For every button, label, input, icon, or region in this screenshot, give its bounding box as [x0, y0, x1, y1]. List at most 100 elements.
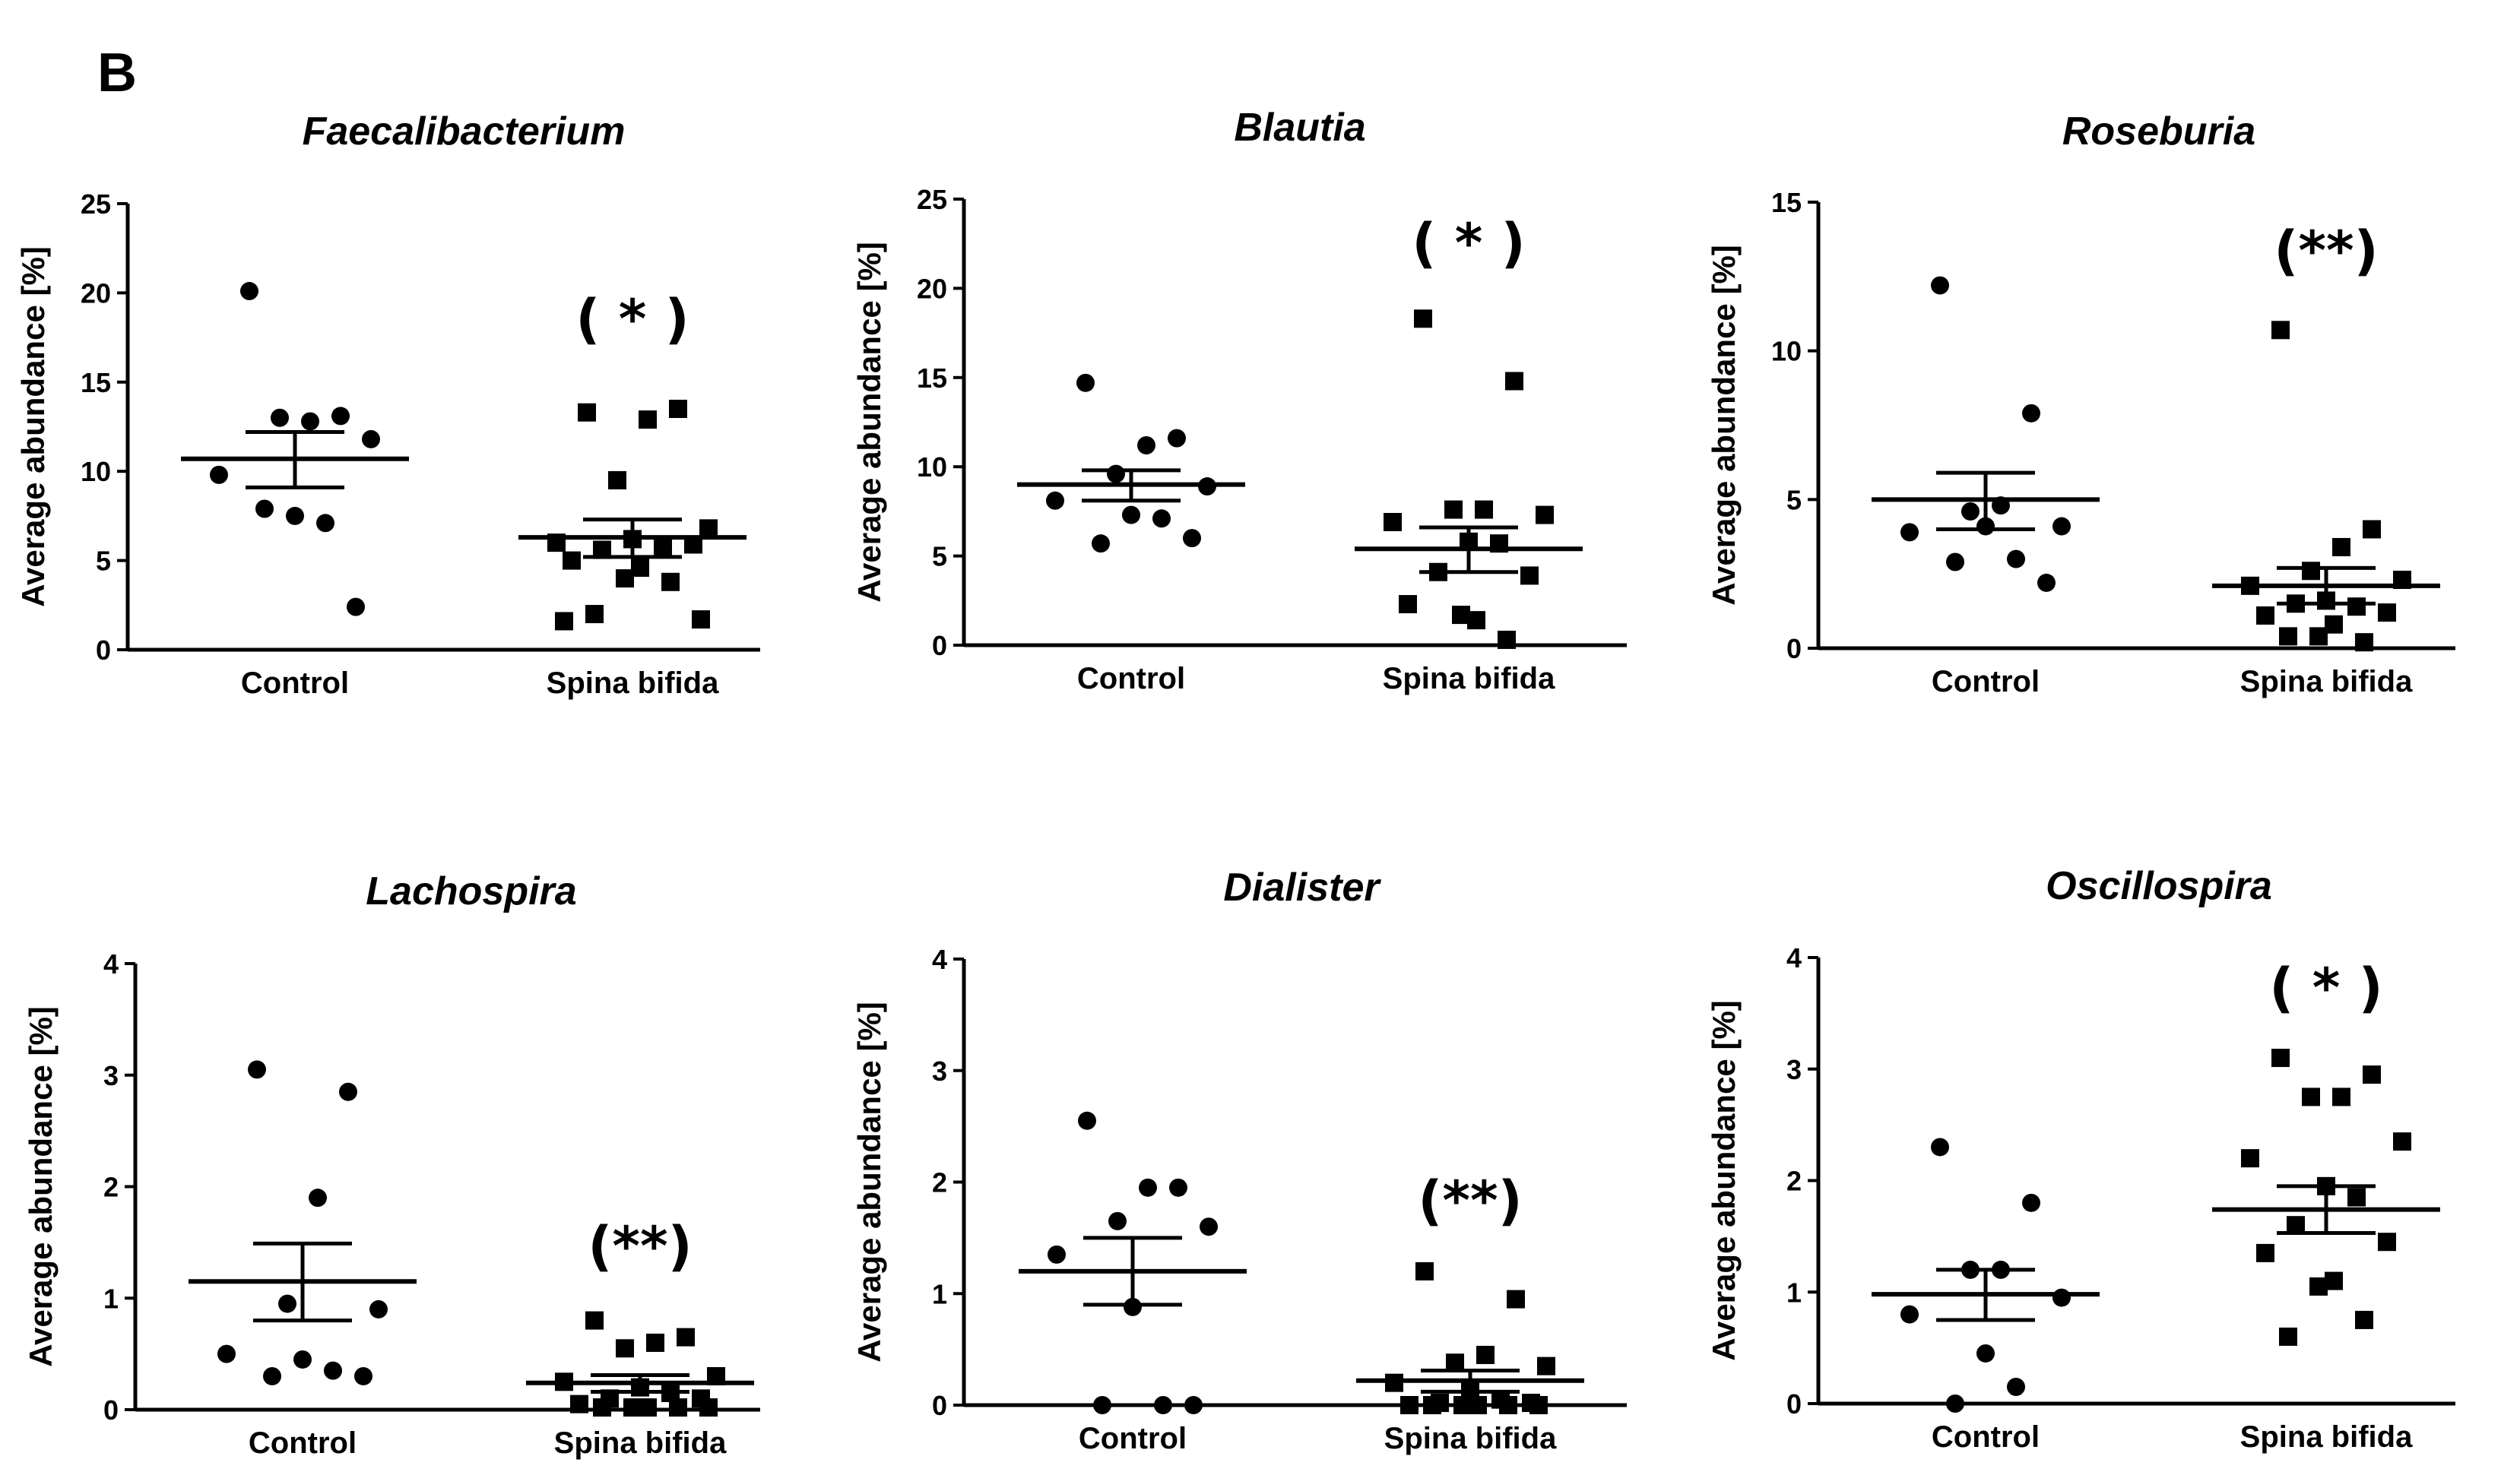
data-point	[210, 465, 228, 484]
y-tick-label: 4	[103, 948, 119, 980]
data-point	[1137, 436, 1155, 455]
data-point	[608, 470, 626, 489]
x-category-label: Control	[1932, 1420, 2040, 1454]
data-point	[639, 410, 657, 429]
chart-title: Lachospira	[366, 869, 576, 913]
chart-2: Roseburia 0 5 10 15 Average abundance [%] Cont…	[1706, 109, 2455, 698]
y-tick-label: 5	[932, 541, 947, 572]
data-point	[1152, 509, 1171, 528]
data-point	[2007, 549, 2025, 568]
data-point	[563, 551, 581, 570]
data-point	[1476, 1345, 1495, 1364]
data-point	[593, 1398, 611, 1417]
data-point	[217, 1344, 236, 1363]
data-point	[347, 597, 365, 616]
significance-annotation: (**)	[2274, 220, 2378, 282]
x-category-label: Control	[249, 1426, 357, 1460]
x-category-label: Spina bifida	[2240, 1420, 2413, 1454]
significance-annotation: (**)	[588, 1215, 692, 1277]
data-point	[1900, 523, 1919, 542]
chart-title: Faecalibacterium	[303, 109, 626, 154]
data-point	[2279, 1327, 2297, 1346]
data-point	[699, 1398, 718, 1417]
data-point	[1507, 1290, 1525, 1309]
data-point	[1046, 491, 1064, 510]
data-point	[2378, 603, 2396, 622]
x-category-label: Spina bifida	[547, 666, 719, 700]
x-category-label: Spina bifida	[2240, 665, 2413, 698]
data-point	[1154, 1396, 1172, 1414]
data-point	[1946, 552, 1964, 571]
data-point	[2302, 562, 2320, 581]
data-point	[1107, 464, 1125, 483]
y-tick-label: 2	[103, 1172, 119, 1203]
y-tick-label: 25	[81, 188, 111, 220]
data-point	[692, 610, 710, 629]
y-tick-label: 15	[917, 362, 947, 394]
data-point	[2347, 1188, 2366, 1207]
data-point	[2332, 537, 2350, 556]
data-point	[1092, 534, 1110, 553]
data-point	[2271, 1049, 2290, 1068]
y-tick-label: 0	[932, 1390, 947, 1421]
y-tick-label: 3	[1786, 1054, 1802, 1085]
y-axis-label: Average abundance [%]	[23, 1006, 59, 1367]
data-point	[699, 519, 718, 538]
data-point	[1453, 1396, 1472, 1414]
data-point	[654, 537, 672, 556]
data-point	[2347, 597, 2366, 616]
significance-annotation: ( * )	[575, 288, 689, 350]
chart-title: Blautia	[1234, 106, 1365, 150]
chart-title: Roseburia	[2062, 109, 2255, 154]
data-point	[2378, 1233, 2396, 1252]
x-category-label: Spina bifida	[1384, 1422, 1557, 1455]
data-point	[1183, 529, 1201, 548]
panel-letter: B	[97, 43, 137, 103]
y-tick-label: 0	[1786, 633, 1802, 664]
data-point	[1529, 1396, 1548, 1414]
data-point	[2363, 1065, 2381, 1084]
data-point	[1961, 502, 1980, 521]
y-axis-label: Average abundance [%]	[851, 1002, 887, 1363]
x-category-label: Control	[1077, 662, 1185, 695]
y-tick-label: 5	[96, 546, 111, 577]
data-point	[570, 1394, 588, 1413]
y-tick-label: 20	[81, 277, 111, 309]
y-tick-label: 20	[917, 273, 947, 304]
data-point	[2007, 1377, 2025, 1396]
y-tick-label: 1	[1786, 1277, 1802, 1308]
data-point	[2363, 520, 2381, 539]
data-point	[1415, 1261, 1434, 1280]
data-point	[555, 612, 573, 631]
data-point	[585, 1311, 604, 1330]
y-tick-label: 1	[103, 1283, 119, 1314]
data-point	[1976, 1344, 1995, 1363]
data-point	[255, 499, 274, 518]
y-axis-label: Average abundance [%]	[851, 242, 887, 603]
data-point	[2332, 1087, 2350, 1106]
y-tick-label: 3	[103, 1060, 119, 1091]
data-point	[1184, 1396, 1203, 1414]
data-point	[2309, 627, 2328, 646]
data-point	[646, 1333, 664, 1352]
y-axis-label: Average abundance [%]	[1706, 245, 1742, 606]
y-tick-label: 15	[1771, 187, 1802, 218]
data-point	[1384, 512, 1402, 531]
chart-3: Lachospira 0 1 2 3 4 Average abundance [%] Cont…	[23, 869, 760, 1460]
y-tick-label: 5	[1786, 484, 1802, 515]
data-point	[301, 412, 319, 431]
data-point	[324, 1361, 342, 1380]
data-point	[1122, 505, 1140, 524]
data-point	[623, 1398, 642, 1417]
y-tick-label: 10	[1771, 336, 1802, 367]
x-category-label: Spina bifida	[1383, 662, 1555, 695]
data-point	[2022, 404, 2040, 423]
y-tick-label: 2	[932, 1167, 947, 1198]
data-point	[369, 1299, 388, 1318]
data-point	[1498, 630, 1516, 649]
data-point	[669, 1398, 687, 1417]
data-point	[2302, 1087, 2320, 1106]
data-point	[309, 1189, 327, 1208]
data-point	[1444, 500, 1463, 519]
